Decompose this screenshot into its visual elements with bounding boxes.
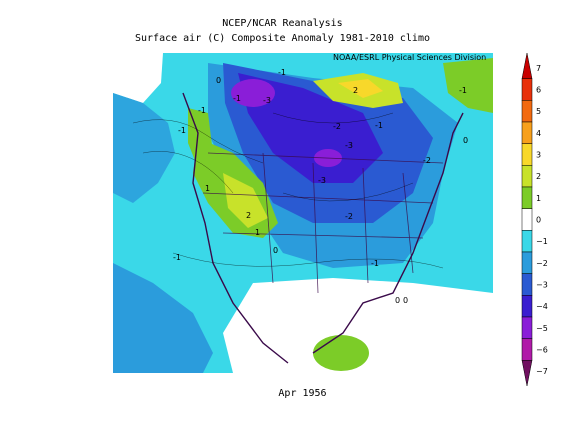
date-label: Apr 1956 xyxy=(278,388,327,399)
colorbar-swatch xyxy=(521,230,533,253)
contour-label: -1 xyxy=(198,106,206,115)
contour-label: -1 xyxy=(459,86,467,95)
colorbar-tick-label: −1 xyxy=(536,237,548,246)
contour-label: 1 xyxy=(205,184,210,193)
contour-label: 2 xyxy=(353,86,358,95)
colorbar-swatch xyxy=(521,316,533,339)
colorbar-tick-label: −5 xyxy=(536,324,548,333)
contour-label: -1 xyxy=(178,126,186,135)
colorbar-swatch xyxy=(521,121,533,144)
coastline xyxy=(182,92,464,364)
colorbar-swatch xyxy=(521,100,533,123)
anomaly-region-minus4 xyxy=(238,73,383,183)
anomaly-region-neutral-south xyxy=(223,278,493,373)
anomaly-region-warm-arctic-core xyxy=(338,79,383,98)
map-subtitle: Surface air (C) Composite Anomaly 1981-2… xyxy=(134,33,430,44)
colorbar-swatch xyxy=(521,273,533,296)
colorbar-tick-label: 7 xyxy=(536,64,541,73)
anomaly-region-minus2-pacific xyxy=(113,93,175,203)
colorbar-tick-label: 0 xyxy=(536,216,541,225)
contour-label: 0 xyxy=(403,296,408,305)
colorbar-tick-label: 3 xyxy=(536,151,541,160)
colorbar-swatch xyxy=(521,143,533,166)
colorbar-tick-label: 1 xyxy=(536,194,541,203)
colorbar-tick-label: −3 xyxy=(536,281,548,290)
contour-labels: -1 -1 -1 -1 -1 -1 -2 -2 -2 -3 -3 -3 -1 1… xyxy=(173,68,468,305)
contour-label: -3 xyxy=(318,176,326,185)
colorbar-tick-label: 5 xyxy=(536,107,541,116)
colorbar-tick-label: 4 xyxy=(536,129,541,138)
contour-label: 0 xyxy=(463,136,468,145)
colorbar-tick-label: −2 xyxy=(536,259,548,268)
colorbar-swatch xyxy=(521,251,533,274)
colorbar-swatch xyxy=(521,52,533,79)
colorbar-swatch xyxy=(521,208,533,231)
contour-label: -2 xyxy=(333,122,341,131)
anomaly-region-warm-west-core xyxy=(223,173,268,228)
contour-label: -2 xyxy=(345,212,353,221)
contour-label: -3 xyxy=(345,141,353,150)
colorbar-tick-label: −6 xyxy=(536,346,548,355)
contour-lines xyxy=(132,112,444,269)
contour-label: 0 xyxy=(216,76,221,85)
anomaly-region-warm-ne xyxy=(443,58,493,113)
anomaly-region-minus5-a xyxy=(231,79,275,107)
colorbar-swatch xyxy=(521,295,533,318)
colorbar-tick-label: −7 xyxy=(536,367,548,376)
colorbar-tick-label: −4 xyxy=(536,302,548,311)
state-borders xyxy=(202,152,444,294)
colorbar-swatch xyxy=(521,78,533,101)
contour-label: -3 xyxy=(263,96,271,105)
colorbar-swatch xyxy=(521,338,533,361)
colorbar-swatch xyxy=(521,165,533,188)
credit-label: NOAA/ESRL Physical Sciences Division xyxy=(333,53,487,62)
contour-label: -1 xyxy=(173,253,181,262)
colorbar-swatch xyxy=(521,186,533,209)
contour-label: 2 xyxy=(246,211,251,220)
contour-label: -1 xyxy=(371,259,379,268)
colorbar-swatch xyxy=(521,360,533,387)
contour-label: 1 xyxy=(255,228,260,237)
contour-label: -1 xyxy=(233,94,241,103)
contour-label: -2 xyxy=(423,156,431,165)
colorbar-tick-label: 6 xyxy=(536,86,541,95)
anomaly-region-minus2-sw xyxy=(113,263,213,373)
contour-label: 0 xyxy=(273,246,278,255)
anomaly-map: -1 -1 -1 -1 -1 -1 -2 -2 -2 -3 -3 -3 -1 1… xyxy=(113,53,493,373)
anomaly-region-neutral-nw xyxy=(113,53,163,103)
contour-label: -1 xyxy=(278,68,286,77)
map-title: NCEP/NCAR Reanalysis xyxy=(222,18,343,29)
colorbar-tick-label: 2 xyxy=(536,172,541,181)
contour-label: -1 xyxy=(375,121,383,130)
contour-label: 0 xyxy=(395,296,400,305)
